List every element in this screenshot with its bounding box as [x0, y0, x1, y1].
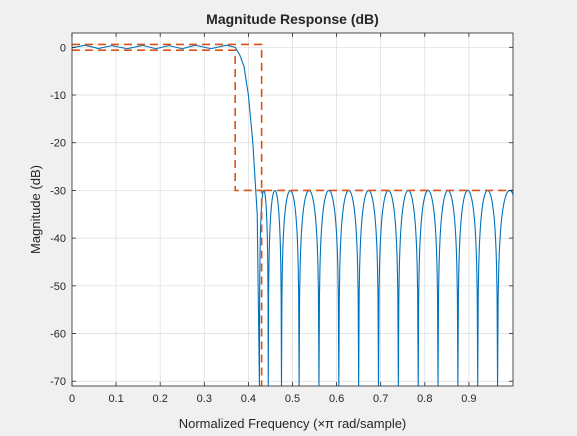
x-tick-label: 0.6	[329, 393, 344, 405]
y-tick-label: -10	[50, 90, 66, 102]
x-tick-label: 0.5	[285, 393, 300, 405]
y-tick-label: 0	[60, 42, 66, 54]
y-tick-label: -20	[50, 138, 66, 150]
x-tick-label: 0	[69, 393, 75, 405]
x-axis-label: Normalized Frequency (×π rad/sample)	[179, 416, 407, 431]
x-tick-label: 0.2	[153, 393, 168, 405]
y-tick-label: -70	[50, 376, 66, 388]
grid	[72, 33, 513, 386]
x-tick-label: 0.1	[108, 393, 123, 405]
chart-title: Magnitude Response (dB)	[206, 11, 379, 27]
y-tick-label: -40	[50, 233, 66, 245]
upper-constraint-line	[72, 43, 513, 192]
ticks: 0 0.1 0.2 0.3 0.4 0.5 0.6 0.7 0.8 0.9 0 -10 -20 -30 -4…	[50, 33, 513, 405]
magnitude-response-line	[72, 44, 513, 386]
x-tick-label: 0.4	[241, 393, 256, 405]
y-tick-label: -60	[50, 329, 66, 341]
data-layer	[72, 43, 513, 386]
plot-series	[72, 43, 513, 386]
x-tick-label: 0.3	[197, 393, 212, 405]
lower-constraint-line	[72, 49, 263, 386]
y-tick-label: -50	[50, 281, 66, 293]
y-tick-label: -30	[50, 185, 66, 197]
x-tick-label: 0.9	[461, 393, 476, 405]
x-tick-label: 0.7	[373, 393, 388, 405]
x-tick-label: 0.8	[417, 393, 432, 405]
y-axis-label: Magnitude (dB)	[28, 165, 43, 254]
